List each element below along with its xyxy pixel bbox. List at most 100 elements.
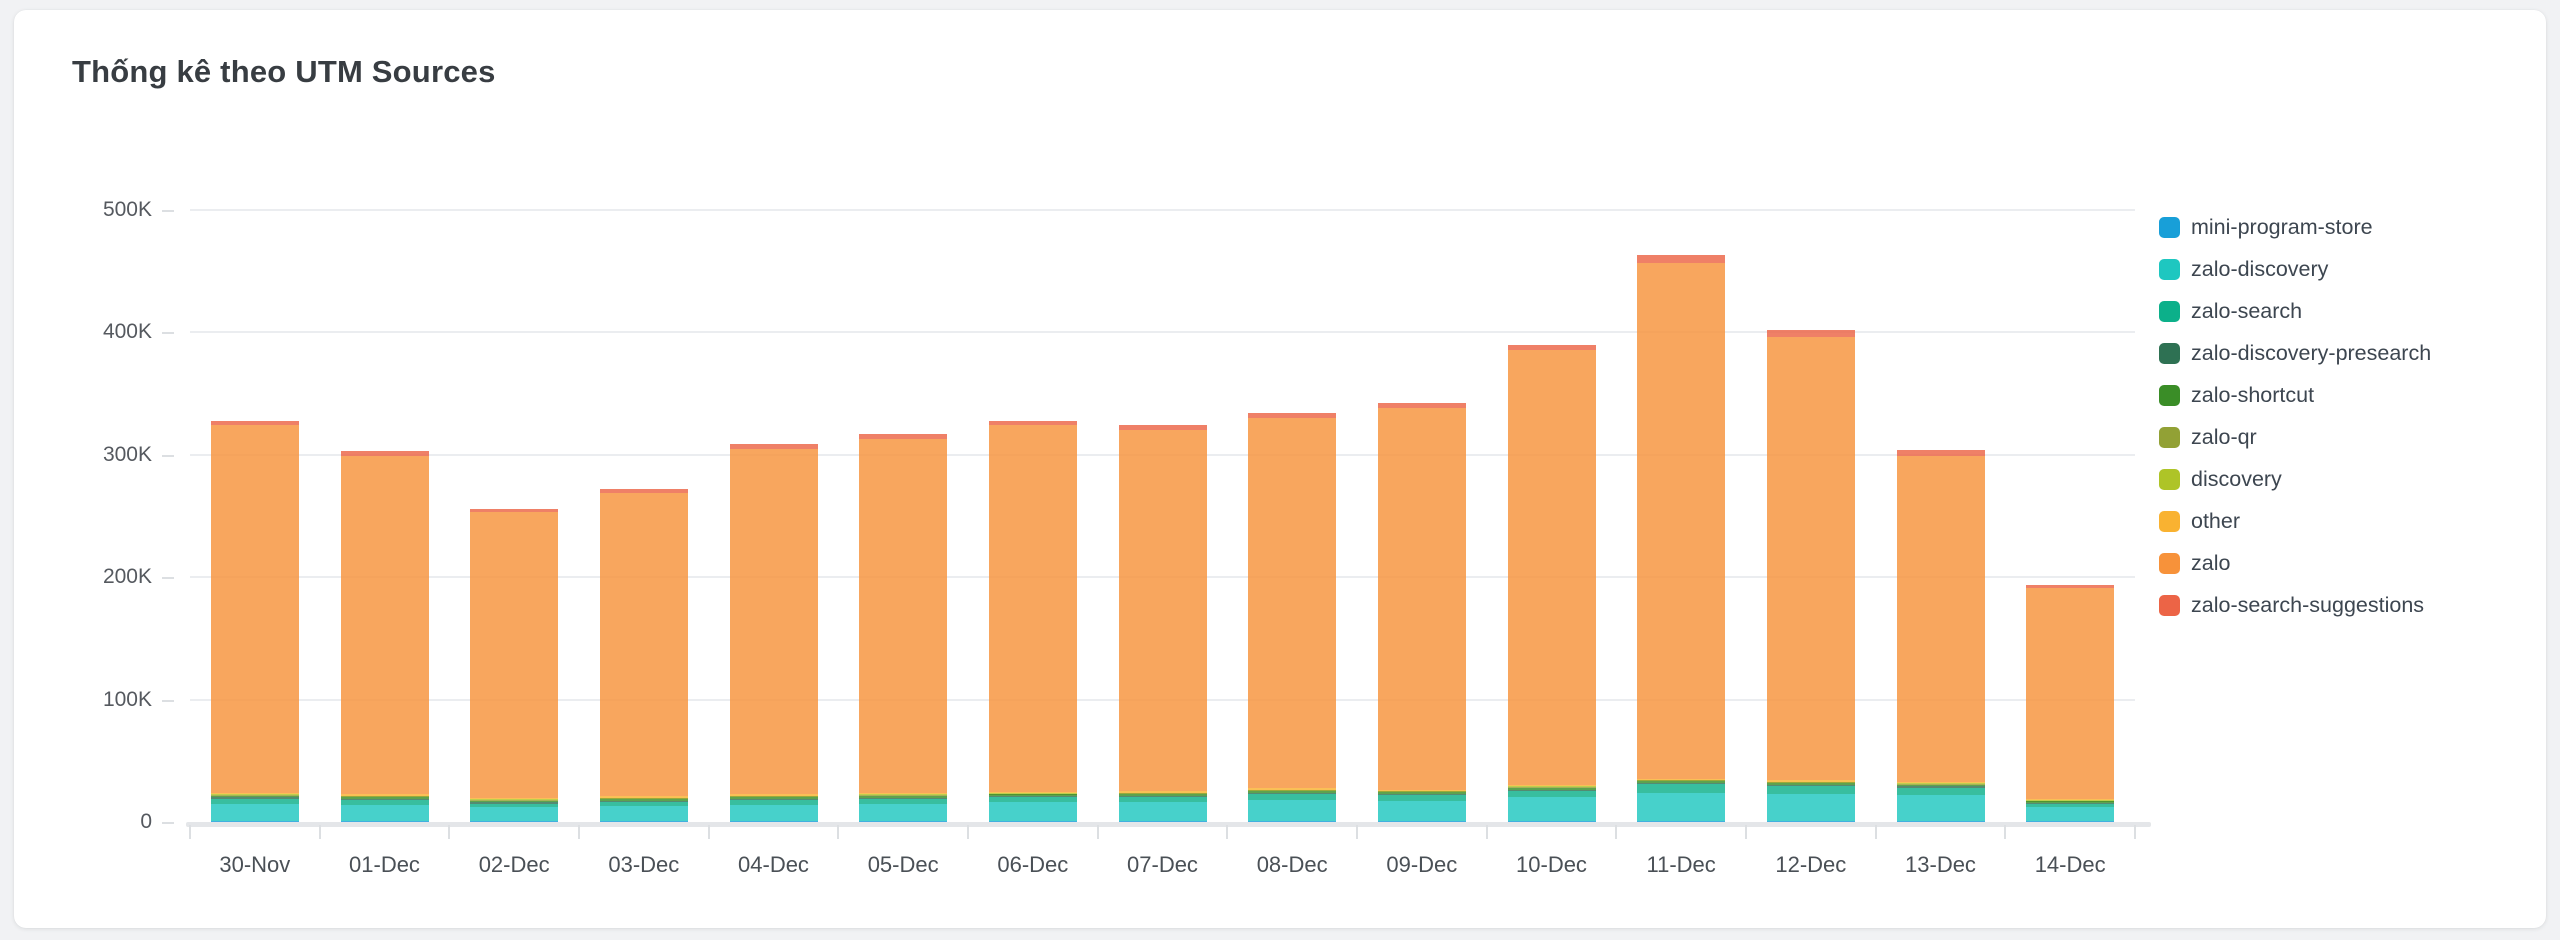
bar-segment-zalo-shortcut[interactable] bbox=[1766, 782, 1855, 785]
bar-segment-discovery[interactable] bbox=[988, 793, 1077, 794]
bar-segment-zalo-search-suggestions[interactable] bbox=[2026, 584, 2115, 589]
bar-06-Dec[interactable] bbox=[988, 420, 1077, 822]
bar-segment-zalo-discovery[interactable] bbox=[1507, 797, 1596, 821]
bar-segment-zalo-shortcut[interactable] bbox=[859, 795, 948, 798]
bar-segment-zalo[interactable] bbox=[599, 492, 688, 797]
bar-segment-mini-program-store[interactable] bbox=[1118, 820, 1207, 822]
bar-segment-zalo-shortcut[interactable] bbox=[340, 796, 429, 799]
bar-segment-mini-program-store[interactable] bbox=[988, 820, 1077, 822]
bar-03-Dec[interactable] bbox=[599, 489, 688, 822]
bar-09-Dec[interactable] bbox=[1377, 403, 1466, 822]
bar-segment-zalo-qr[interactable] bbox=[1118, 793, 1207, 794]
bar-segment-zalo-search-suggestions[interactable] bbox=[1377, 403, 1466, 409]
bar-segment-mini-program-store[interactable] bbox=[210, 820, 299, 822]
bar-segment-zalo[interactable] bbox=[1248, 418, 1337, 789]
bar-segment-mini-program-store[interactable] bbox=[340, 820, 429, 822]
bar-segment-zalo-shortcut[interactable] bbox=[599, 798, 688, 801]
bar-05-Dec[interactable] bbox=[859, 434, 948, 822]
bar-segment-mini-program-store[interactable] bbox=[1637, 820, 1726, 822]
bar-segment-discovery[interactable] bbox=[859, 794, 948, 796]
bar-segment-zalo-search-suggestions[interactable] bbox=[1896, 449, 1985, 457]
bar-segment-zalo-search[interactable] bbox=[340, 799, 429, 805]
bar-08-Dec[interactable] bbox=[1248, 413, 1337, 822]
bar-segment-discovery[interactable] bbox=[1248, 789, 1337, 791]
bar-segment-zalo-search[interactable] bbox=[2026, 804, 2115, 808]
bar-segment-other[interactable] bbox=[1507, 785, 1596, 787]
bar-12-Dec[interactable] bbox=[1766, 329, 1855, 822]
bar-segment-zalo-qr[interactable] bbox=[210, 795, 299, 796]
bar-segment-zalo[interactable] bbox=[470, 512, 559, 799]
bar-segment-zalo-search-suggestions[interactable] bbox=[1637, 255, 1726, 263]
bar-segment-zalo-shortcut[interactable] bbox=[210, 795, 299, 798]
bar-segment-zalo-discovery-presearch[interactable] bbox=[1766, 784, 1855, 786]
bar-segment-zalo-qr[interactable] bbox=[1766, 782, 1855, 783]
bar-segment-zalo[interactable] bbox=[859, 438, 948, 794]
bar-10-Dec[interactable] bbox=[1507, 344, 1596, 822]
bar-segment-zalo-qr[interactable] bbox=[599, 798, 688, 799]
bar-segment-zalo-qr[interactable] bbox=[729, 796, 818, 797]
bar-segment-zalo-discovery[interactable] bbox=[470, 807, 559, 821]
bar-segment-other[interactable] bbox=[210, 793, 299, 795]
bar-segment-zalo-search[interactable] bbox=[859, 798, 948, 804]
bar-segment-zalo-discovery-presearch[interactable] bbox=[210, 797, 299, 799]
bar-segment-zalo-shortcut[interactable] bbox=[1507, 787, 1596, 790]
bar-segment-zalo-shortcut[interactable] bbox=[470, 800, 559, 803]
bar-segment-other[interactable] bbox=[470, 798, 559, 800]
legend-item-zalo-search[interactable]: zalo-search bbox=[2159, 290, 2431, 332]
bar-segment-zalo-qr[interactable] bbox=[1248, 790, 1337, 791]
bar-segment-zalo-discovery[interactable] bbox=[1377, 801, 1466, 821]
bar-11-Dec[interactable] bbox=[1637, 255, 1726, 822]
bar-segment-zalo-discovery-presearch[interactable] bbox=[1896, 786, 1985, 788]
legend-item-zalo-shortcut[interactable]: zalo-shortcut bbox=[2159, 374, 2431, 416]
bar-segment-zalo-discovery-presearch[interactable] bbox=[1248, 792, 1337, 794]
bar-segment-other[interactable] bbox=[859, 793, 948, 795]
bar-segment-discovery[interactable] bbox=[470, 799, 559, 800]
bar-segment-zalo-discovery-presearch[interactable] bbox=[859, 797, 948, 799]
legend-item-mini-program-store[interactable]: mini-program-store bbox=[2159, 206, 2431, 248]
bar-segment-zalo-discovery[interactable] bbox=[2026, 807, 2115, 821]
bar-segment-mini-program-store[interactable] bbox=[1507, 820, 1596, 822]
bar-segment-zalo-shortcut[interactable] bbox=[988, 794, 1077, 797]
bar-segment-mini-program-store[interactable] bbox=[2026, 820, 2115, 822]
bar-segment-zalo[interactable] bbox=[1896, 456, 1985, 783]
bar-segment-other[interactable] bbox=[729, 794, 818, 796]
bar-segment-zalo-qr[interactable] bbox=[340, 796, 429, 797]
bar-segment-zalo-discovery-presearch[interactable] bbox=[988, 796, 1077, 798]
bar-segment-other[interactable] bbox=[340, 794, 429, 796]
bar-segment-zalo-search[interactable] bbox=[1766, 785, 1855, 794]
bar-30-Nov[interactable] bbox=[210, 420, 299, 822]
bar-13-Dec[interactable] bbox=[1896, 449, 1985, 822]
bar-segment-zalo-search[interactable] bbox=[210, 798, 299, 804]
bar-segment-mini-program-store[interactable] bbox=[1248, 820, 1337, 822]
bar-segment-zalo-discovery-presearch[interactable] bbox=[599, 800, 688, 802]
bar-segment-mini-program-store[interactable] bbox=[1766, 820, 1855, 822]
bar-segment-zalo-qr[interactable] bbox=[1377, 791, 1466, 792]
bar-segment-discovery[interactable] bbox=[599, 797, 688, 799]
bar-segment-zalo-discovery[interactable] bbox=[1766, 793, 1855, 821]
bar-segment-other[interactable] bbox=[1118, 791, 1207, 793]
bar-segment-zalo-shortcut[interactable] bbox=[2026, 801, 2115, 803]
bar-segment-discovery[interactable] bbox=[729, 795, 818, 797]
bar-segment-discovery[interactable] bbox=[1377, 790, 1466, 792]
bar-segment-zalo-discovery[interactable] bbox=[1896, 795, 1985, 821]
bar-segment-zalo-discovery[interactable] bbox=[859, 803, 948, 821]
legend-item-zalo-search-suggestions[interactable]: zalo-search-suggestions bbox=[2159, 584, 2431, 626]
bar-segment-zalo-discovery[interactable] bbox=[729, 804, 818, 821]
bar-segment-other[interactable] bbox=[1766, 780, 1855, 782]
legend-item-other[interactable]: other bbox=[2159, 500, 2431, 542]
bar-segment-other[interactable] bbox=[1248, 788, 1337, 790]
bar-segment-zalo[interactable] bbox=[1377, 408, 1466, 790]
legend-item-zalo-discovery[interactable]: zalo-discovery bbox=[2159, 248, 2431, 290]
bar-segment-zalo-shortcut[interactable] bbox=[1377, 792, 1466, 794]
bar-segment-other[interactable] bbox=[1896, 782, 1985, 784]
bar-14-Dec[interactable] bbox=[2026, 584, 2115, 822]
bar-segment-mini-program-store[interactable] bbox=[729, 820, 818, 822]
bar-segment-other[interactable] bbox=[988, 792, 1077, 794]
bar-segment-zalo-shortcut[interactable] bbox=[1118, 793, 1207, 796]
legend-item-zalo[interactable]: zalo bbox=[2159, 542, 2431, 584]
bar-segment-zalo-search[interactable] bbox=[1896, 787, 1985, 796]
bar-segment-zalo-search[interactable] bbox=[729, 799, 818, 805]
bar-segment-zalo-search-suggestions[interactable] bbox=[729, 443, 818, 449]
bar-segment-zalo-qr[interactable] bbox=[470, 799, 559, 801]
bar-segment-zalo-discovery-presearch[interactable] bbox=[729, 798, 818, 800]
